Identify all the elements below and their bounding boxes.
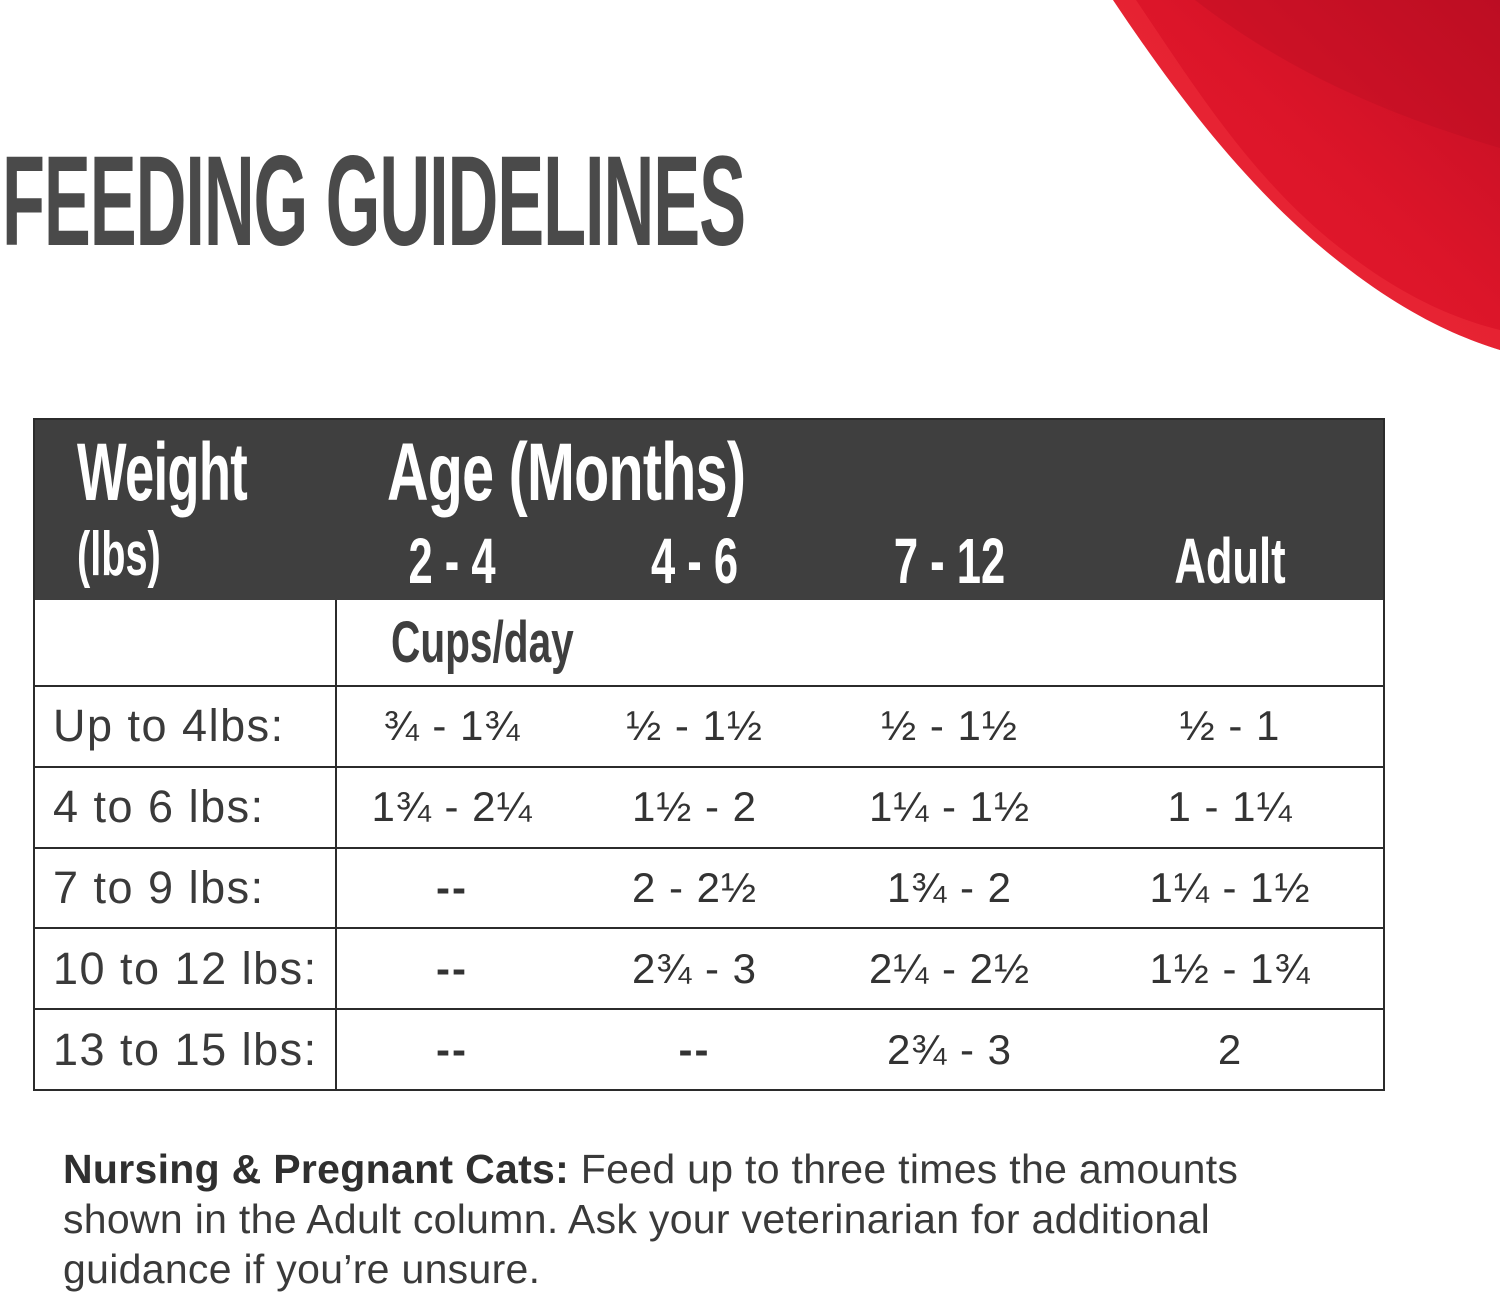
cell-value: 1¾ - 2 — [822, 846, 1077, 928]
weight-row-label: 7 to 9 lbs: — [35, 846, 337, 928]
cell-value: -- — [337, 1008, 567, 1089]
age-col-header-2-4: 2 - 4 — [408, 524, 496, 597]
cell-value: 2¾ - 3 — [567, 927, 822, 1008]
swoosh-edge-highlight — [1113, 0, 1500, 350]
footnote-line2: shown in the Adult column. Ask your vete… — [63, 1196, 1211, 1242]
cell-value: -- — [337, 927, 567, 1008]
swoosh-dark-corner — [1195, 0, 1500, 148]
cell-value: 1½ - 1¾ — [1077, 927, 1383, 1008]
cell-value: ½ - 1½ — [822, 685, 1077, 766]
footnote-bold-lead: Nursing & Pregnant Cats: — [63, 1146, 570, 1192]
cell-value: 2 - 2½ — [567, 846, 822, 928]
feeding-guidelines-table: Weight (lbs) Age (Months) 2 - 4 4 - 6 7 … — [33, 418, 1385, 1091]
cell-value: 2 — [1077, 1008, 1383, 1089]
cell-value: -- — [337, 846, 567, 928]
weight-row-label: 10 to 12 lbs: — [35, 927, 337, 1009]
nursing-pregnant-footnote: Nursing & Pregnant Cats: Feed up to thre… — [63, 1144, 1393, 1294]
cell-value: ½ - 1 — [1077, 685, 1383, 766]
weight-row-label: 13 to 15 lbs: — [35, 1008, 337, 1089]
cell-value: ¾ - 1¾ — [337, 685, 567, 766]
weight-header-label: Weight — [77, 427, 248, 518]
cell-value: -- — [567, 1008, 822, 1089]
cell-value: 2¾ - 3 — [822, 1008, 1077, 1089]
swoosh-main-shape — [1113, 0, 1500, 350]
age-group-header-label: Age (Months) — [387, 427, 746, 518]
cell-value: 1¾ - 2¼ — [337, 765, 567, 847]
cell-value: 2¼ - 2½ — [822, 927, 1077, 1008]
age-col-header-adult: Adult — [1174, 524, 1286, 597]
cell-value: 1¼ - 1½ — [1077, 846, 1383, 928]
weight-units-label: (lbs) — [77, 520, 161, 589]
age-col-header-7-12: 7 - 12 — [893, 524, 1006, 597]
units-row-spacer — [35, 600, 337, 685]
footnote-line3: guidance if you’re unsure. — [63, 1246, 541, 1292]
weight-row-label: 4 to 6 lbs: — [35, 765, 337, 847]
cell-value: 1½ - 2 — [567, 765, 822, 847]
cups-per-day-label: Cups/day — [391, 609, 574, 675]
age-col-spacer — [35, 526, 337, 596]
cell-value: ½ - 1½ — [567, 685, 822, 766]
age-col-header-4-6: 4 - 6 — [650, 524, 739, 597]
table-header: Weight (lbs) Age (Months) 2 - 4 4 - 6 7 … — [35, 420, 1383, 600]
weight-row-label: Up to 4lbs: — [35, 685, 337, 766]
age-column-headers: 2 - 4 4 - 6 7 - 12 Adult — [35, 524, 1383, 597]
cell-value: 1¼ - 1½ — [822, 765, 1077, 847]
footnote-line1: Feed up to three times the amounts — [569, 1146, 1239, 1192]
page-title: FEEDING GUIDELINES — [2, 130, 746, 273]
cell-value: 1 - 1¼ — [1077, 765, 1383, 847]
units-row: Cups/day — [337, 600, 1383, 685]
